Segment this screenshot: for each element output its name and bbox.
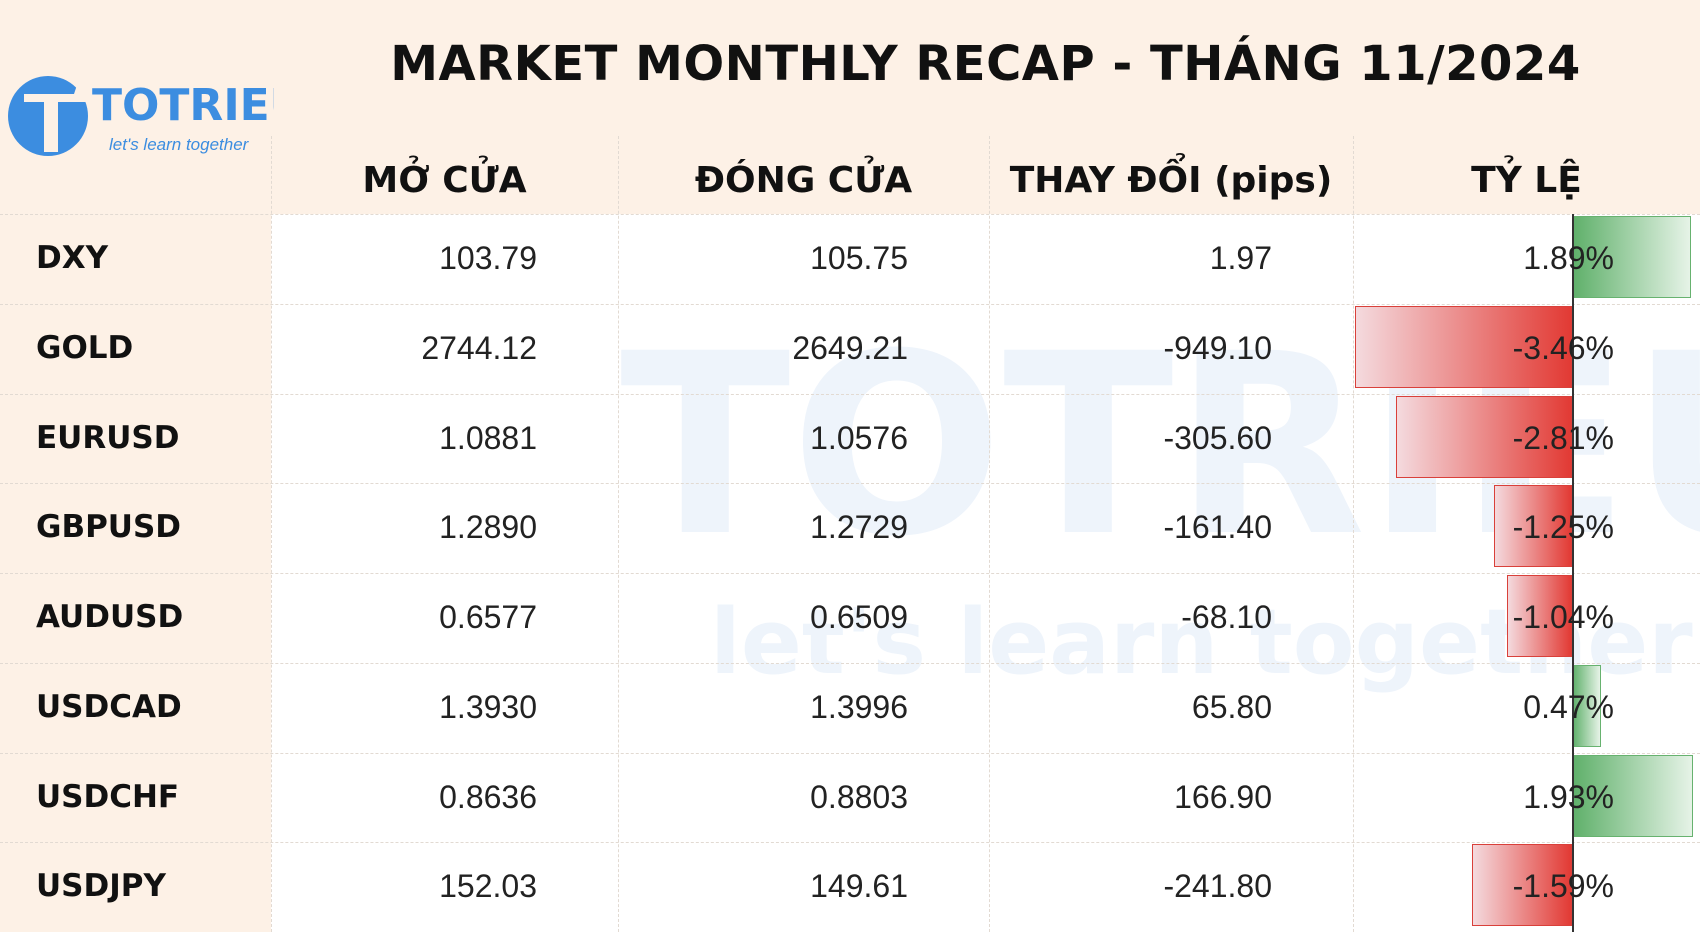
column-header: THAY ĐỔI (pips): [1009, 160, 1333, 201]
symbol: DXY: [36, 240, 109, 276]
logo: TOTRIEU let's learn together: [8, 74, 274, 156]
cell-value: 2744.12: [421, 329, 537, 366]
title: MARKET MONTHLY RECAP - THÁNG 11/2024: [390, 36, 1581, 92]
cell-value: 0.6577: [439, 599, 537, 635]
bar-axis: [1572, 214, 1574, 932]
cell-value: 2649.21: [792, 329, 908, 366]
column-divider: [1353, 136, 1354, 932]
cell-value: -161.40: [1163, 509, 1272, 546]
row-divider: [0, 752, 1700, 754]
symbol: USDCAD: [36, 688, 182, 725]
cell-value: 1.89%: [1523, 240, 1614, 276]
rate-bar: [1572, 754, 1693, 837]
cell-value: 0.8636: [439, 778, 537, 815]
row-divider: [0, 483, 1700, 485]
cell-value: 105.75: [810, 240, 908, 276]
cell-value: -1.59%: [1512, 868, 1614, 905]
column-divider: [989, 136, 990, 932]
row-divider: [0, 393, 1700, 395]
rate-bar: [1472, 844, 1572, 927]
cell-value: -2.81%: [1512, 419, 1614, 456]
rate-bar: [1572, 664, 1602, 747]
cell-value: 103.79: [439, 240, 537, 276]
row-divider: [0, 214, 1700, 215]
rate-bar: [1355, 305, 1572, 388]
cell-value: 0.47%: [1523, 688, 1614, 725]
column-header: ĐÓNG CỬA: [694, 160, 913, 201]
column-header: TỶ LỆ: [1471, 160, 1582, 201]
cell-value: 1.93%: [1523, 778, 1614, 815]
cell-value: 1.97: [1209, 240, 1272, 276]
symbol: GOLD: [36, 329, 134, 366]
rate-bar: [1493, 485, 1572, 568]
column-divider: [618, 136, 619, 932]
row-divider: [0, 662, 1700, 664]
cell-value: 149.61: [810, 868, 908, 905]
cell-value: 166.90: [1174, 778, 1272, 815]
column-divider: [271, 136, 272, 932]
cell-value: 0.6509: [810, 599, 908, 635]
symbol: EURUSD: [36, 419, 180, 456]
cell-value: 1.3930: [439, 688, 537, 725]
cell-value: 1.2890: [439, 509, 537, 546]
symbol: GBPUSD: [36, 509, 182, 546]
cell-value: 1.2729: [810, 509, 908, 546]
row-divider: [0, 573, 1700, 574]
logo-mark: [24, 74, 96, 152]
cell-value: 1.0576: [810, 419, 908, 456]
column-header: MỞ CỬA: [362, 160, 527, 201]
cell-value: -1.25%: [1512, 509, 1614, 546]
symbol: USDCHF: [36, 778, 180, 815]
cell-value: 1.0881: [439, 419, 537, 456]
cell-value: -949.10: [1163, 329, 1272, 366]
cell-value: 0.8803: [810, 778, 908, 815]
row-divider: [0, 303, 1700, 305]
rate-bar: [1395, 395, 1572, 478]
cell-value: 152.03: [439, 868, 537, 905]
rate-bar: [1506, 575, 1572, 657]
cell-value: -241.80: [1163, 868, 1272, 905]
cell-value: 65.80: [1191, 688, 1272, 725]
logo-tagline: let's learn together: [109, 135, 250, 154]
symbol: USDJPY: [36, 868, 166, 905]
cell-value: -305.60: [1163, 419, 1272, 456]
cell-value: -3.46%: [1512, 329, 1614, 366]
row-divider: [0, 842, 1700, 844]
cell-value: 1.3996: [810, 688, 908, 725]
cell-value: -1.04%: [1512, 599, 1614, 635]
logo-name: TOTRIEU: [92, 80, 274, 131]
symbol: AUDUSD: [36, 599, 184, 635]
cell-value: -68.10: [1181, 599, 1272, 635]
